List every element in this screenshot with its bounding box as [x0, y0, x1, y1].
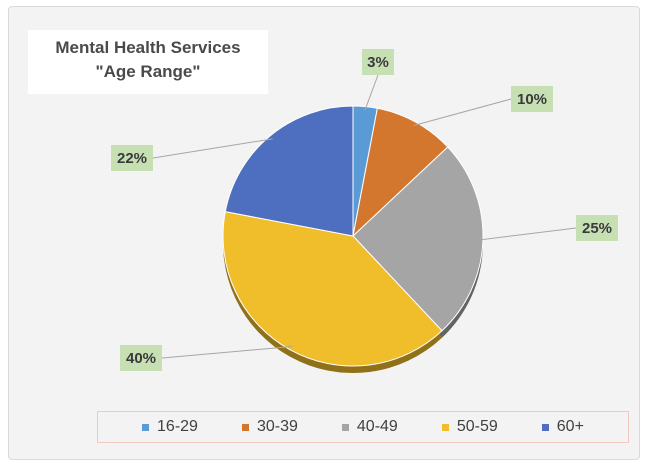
- legend-swatch: [441, 423, 449, 431]
- data-label-16-29: 3%: [367, 54, 389, 71]
- pie-slice-60+: [224, 105, 354, 237]
- leader-line-16-29: [364, 74, 379, 111]
- legend-label: 40-49: [356, 418, 398, 435]
- legend-swatch: [341, 423, 349, 431]
- leader-line-30-39: [413, 98, 512, 126]
- legend-label: 50-59: [456, 418, 498, 435]
- data-label-box-50-59: [120, 345, 162, 371]
- legend-label: 60+: [556, 418, 584, 435]
- leader-line-40-49: [478, 227, 577, 241]
- pie-slice-30-39: [352, 107, 449, 238]
- leader-line-60+: [152, 138, 273, 159]
- data-label-box-30-39: [511, 86, 553, 112]
- chart-subtitle: "Age Range": [95, 62, 201, 81]
- legend-swatch: [541, 423, 549, 431]
- legend-label: 16-29: [157, 418, 198, 435]
- legend-swatch: [241, 423, 249, 431]
- chart-title: Mental Health Services: [55, 38, 241, 57]
- data-label-box-40-49: [576, 215, 618, 241]
- chart-legend: 16-29 30-39 40-49 50-59 60+: [97, 411, 629, 443]
- pie-slice-50-59: [222, 211, 443, 367]
- legend-item-40-49: 40-49: [341, 418, 398, 436]
- data-label-30-39: 10%: [517, 91, 547, 108]
- data-label-box-16-29: [362, 49, 394, 75]
- data-label-40-49: 25%: [582, 220, 612, 237]
- data-label-box-60+: [111, 145, 153, 171]
- data-label-60+: 22%: [117, 150, 147, 167]
- legend-item-30-39: 30-39: [241, 418, 298, 436]
- data-label-50-59: 40%: [126, 350, 156, 367]
- chart-title-box: Mental Health Services "Age Range": [28, 30, 268, 94]
- pie-slice-40-49: [352, 146, 484, 332]
- legend-item-60+: 60+: [541, 418, 584, 436]
- legend-item-50-59: 50-59: [441, 418, 498, 436]
- leader-line-50-59: [161, 346, 293, 359]
- legend-swatch: [142, 423, 150, 431]
- legend-item-16-29: 16-29: [142, 418, 198, 436]
- legend-label: 30-39: [256, 418, 298, 435]
